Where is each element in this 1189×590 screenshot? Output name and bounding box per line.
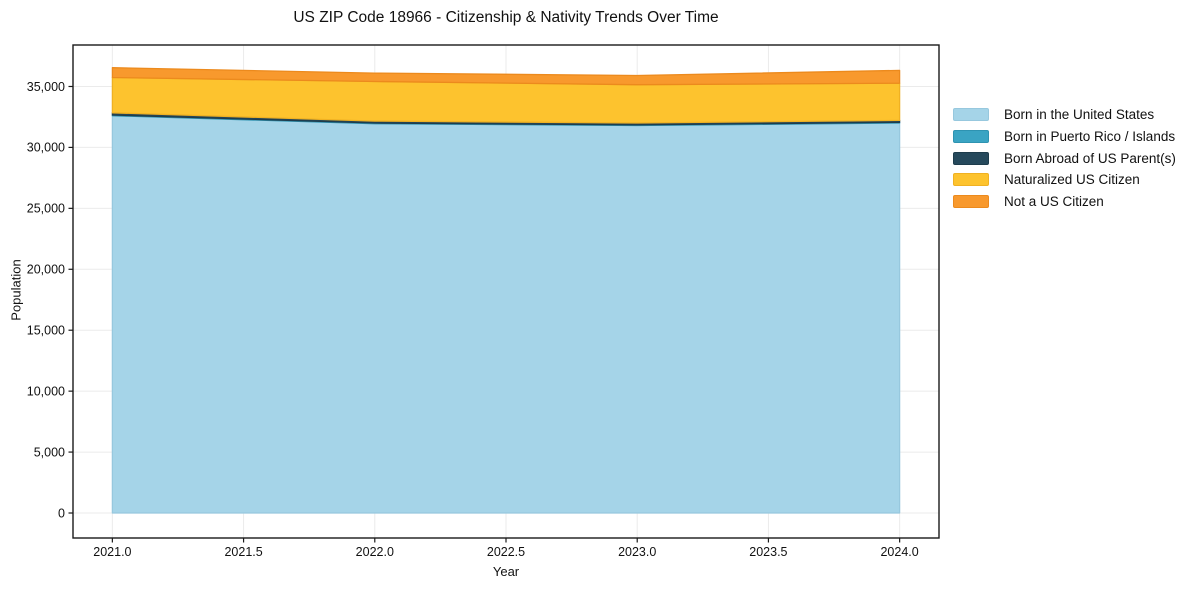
y-tick-label: 30,000 xyxy=(27,141,65,155)
x-tick-label: 2021.5 xyxy=(224,545,262,559)
legend-swatch xyxy=(953,195,989,209)
stacked-areas xyxy=(111,67,901,514)
legend-swatch xyxy=(953,130,989,144)
y-tick-label: 20,000 xyxy=(27,263,65,277)
legend-label: Not a US Citizen xyxy=(1004,194,1104,210)
chart-title: US ZIP Code 18966 - Citizenship & Nativi… xyxy=(293,9,719,26)
legend-swatch xyxy=(953,173,989,187)
y-tick-label: 10,000 xyxy=(27,384,65,398)
y-axis-label: Population xyxy=(8,259,24,321)
legend-item-born-abroad-of-us-parent-s: Born Abroad of US Parent(s) xyxy=(953,147,1176,169)
legend-swatch xyxy=(953,108,989,122)
y-tick-labels: 0 5,000 10,000 15,000 20,000 25,000 30,000 35,0… xyxy=(27,80,65,520)
legend-label: Born in the United States xyxy=(1004,107,1155,123)
y-tick-label: 0 xyxy=(58,506,65,520)
x-tick-label: 2022.0 xyxy=(356,545,394,559)
legend: Born in the United States Born in Puerto … xyxy=(953,104,1176,212)
legend-item-born-in-puerto-rico-islands: Born in Puerto Rico / Islands xyxy=(953,126,1176,148)
x-tick-label: 2024.0 xyxy=(880,545,918,559)
area-born-in-the-united-states xyxy=(111,115,901,514)
y-tick-label: 35,000 xyxy=(27,80,65,94)
y-tick-label: 15,000 xyxy=(27,324,65,338)
x-tick-labels: 2021.0 2021.5 2022.0 2022.5 2023.0 2023.5 2024… xyxy=(93,545,918,559)
x-axis-label: Year xyxy=(492,564,520,579)
x-tick-label: 2023.5 xyxy=(749,545,787,559)
legend-item-not-a-us-citizen: Not a US Citizen xyxy=(953,191,1176,213)
legend-label: Naturalized US Citizen xyxy=(1004,172,1140,188)
legend-label: Born Abroad of US Parent(s) xyxy=(1004,150,1176,166)
area-not-a-us-citizen xyxy=(111,67,901,86)
tick-marks xyxy=(68,85,901,543)
y-tick-label: 25,000 xyxy=(27,202,65,216)
legend-swatch xyxy=(953,151,989,165)
x-tick-label: 2022.5 xyxy=(487,545,525,559)
legend-label: Born in Puerto Rico / Islands xyxy=(1004,129,1176,145)
y-tick-label: 5,000 xyxy=(34,445,65,459)
legend-item-born-in-the-united-states: Born in the United States xyxy=(953,104,1176,126)
legend-item-naturalized-us-citizen: Naturalized US Citizen xyxy=(953,169,1176,191)
x-tick-label: 2021.0 xyxy=(93,545,131,559)
x-tick-label: 2023.0 xyxy=(618,545,656,559)
